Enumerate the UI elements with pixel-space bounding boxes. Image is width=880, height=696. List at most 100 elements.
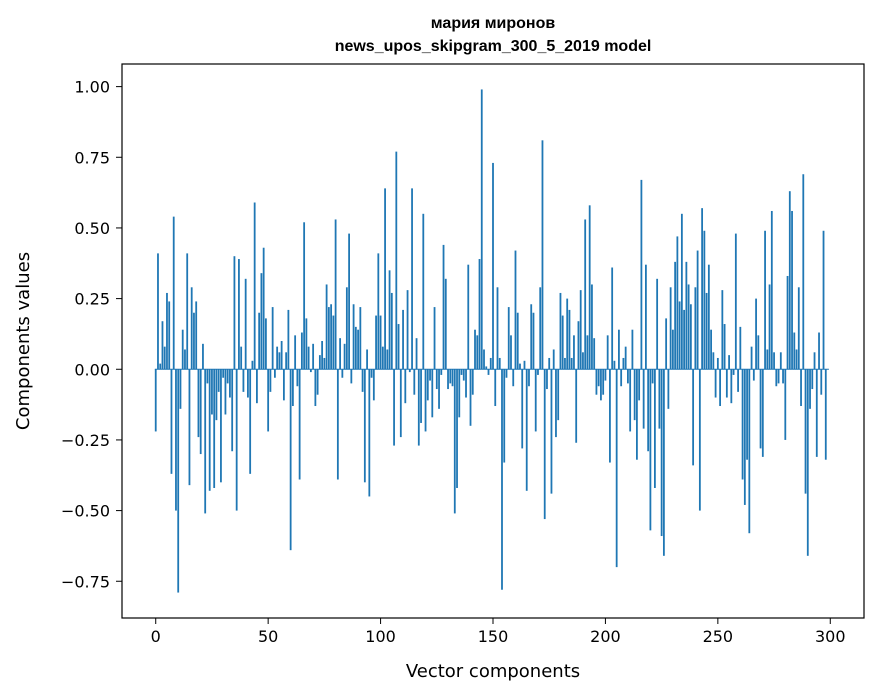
bar-181	[561, 315, 564, 370]
bar-38	[240, 346, 243, 370]
bar-255	[728, 355, 730, 370]
bar-145	[480, 89, 483, 370]
bar-244	[703, 230, 706, 370]
bar-85	[345, 287, 348, 370]
bar-229	[669, 287, 672, 370]
bar-170	[537, 369, 539, 375]
bar-157	[507, 307, 510, 370]
bar-97	[372, 369, 375, 401]
bar-230	[671, 329, 674, 370]
bar-41	[247, 369, 249, 398]
bar-101	[381, 346, 384, 370]
bar-86	[348, 233, 350, 370]
y-tick-label: 0.00	[74, 360, 110, 379]
y-tick-label: 0.25	[74, 290, 110, 309]
bar-82	[339, 338, 342, 370]
bar-68	[307, 346, 310, 370]
bar-119	[422, 213, 425, 370]
bar-131	[449, 369, 452, 384]
y-tick-label: 0.50	[74, 219, 110, 238]
bar-39	[242, 369, 245, 392]
bar-140	[469, 369, 472, 426]
bar-186	[573, 335, 575, 370]
bar-202	[609, 369, 611, 463]
bar-187	[575, 369, 578, 443]
bar-195	[593, 338, 596, 370]
y-tick-label: 1.00	[74, 78, 110, 97]
bar-267	[755, 298, 757, 370]
bar-36	[235, 369, 238, 511]
bar-158	[510, 335, 512, 370]
bar-292	[811, 369, 814, 390]
bar-254	[725, 369, 728, 398]
bar-115	[413, 369, 416, 395]
bar-226	[662, 369, 665, 556]
bar-66	[303, 222, 306, 370]
bars	[154, 89, 827, 593]
bar-138	[465, 369, 467, 398]
bar-265	[750, 346, 753, 370]
bar-69	[309, 369, 312, 373]
bar-27	[215, 369, 218, 421]
bar-268	[757, 335, 760, 370]
bar-219	[647, 369, 650, 452]
bar-42	[249, 369, 252, 474]
bar-48	[262, 247, 265, 370]
bar-108	[397, 324, 400, 370]
bar-209	[624, 346, 627, 370]
bar-88	[352, 304, 355, 370]
bar-284	[793, 332, 796, 370]
bar-67	[305, 318, 308, 370]
bar-228	[667, 369, 670, 409]
bar-171	[539, 287, 542, 370]
bar-111	[404, 369, 407, 404]
bar-264	[748, 369, 751, 534]
bar-125	[435, 369, 438, 390]
bar-282	[788, 191, 791, 370]
bar-178	[555, 369, 557, 438]
x-axis-label: Vector components	[406, 661, 580, 682]
y-axis-label: Components values	[13, 252, 34, 430]
bar-276	[775, 369, 778, 387]
bar-72	[316, 369, 319, 395]
bar-290	[806, 369, 809, 556]
bar-275	[773, 352, 775, 370]
bar-144	[478, 259, 481, 370]
bar-129	[444, 278, 447, 370]
bar-243	[701, 208, 704, 370]
bar-218	[644, 264, 647, 370]
bar-0	[154, 369, 157, 432]
bar-251	[719, 369, 721, 407]
bar-232	[676, 236, 679, 370]
x-tick-label: 100	[365, 627, 396, 646]
bar-274	[770, 210, 773, 370]
bar-117	[417, 369, 420, 446]
bar-279	[782, 369, 784, 384]
bar-191	[584, 219, 587, 370]
bar-84	[343, 343, 346, 370]
bar-52	[271, 307, 274, 370]
bar-110	[402, 309, 404, 370]
bar-238	[689, 304, 692, 370]
bar-289	[804, 369, 807, 494]
bar-17	[193, 312, 195, 370]
bar-216	[640, 179, 643, 370]
bar-81	[336, 369, 339, 480]
bar-148	[487, 369, 490, 375]
bar-44	[253, 202, 256, 370]
bar-78	[330, 304, 333, 370]
bar-162	[519, 363, 521, 370]
x-axis: 0 50 100 150 200 250 300	[151, 618, 846, 646]
bar-76	[325, 284, 328, 370]
bar-235	[683, 309, 686, 370]
bar-194	[591, 284, 593, 370]
bar-94	[366, 349, 368, 370]
bar-291	[809, 369, 811, 409]
bar-47	[260, 273, 263, 370]
bar-206	[618, 329, 620, 370]
bar-240	[694, 287, 697, 370]
bar-250	[716, 357, 719, 370]
bar-286	[797, 287, 800, 370]
bar-253	[723, 324, 726, 370]
